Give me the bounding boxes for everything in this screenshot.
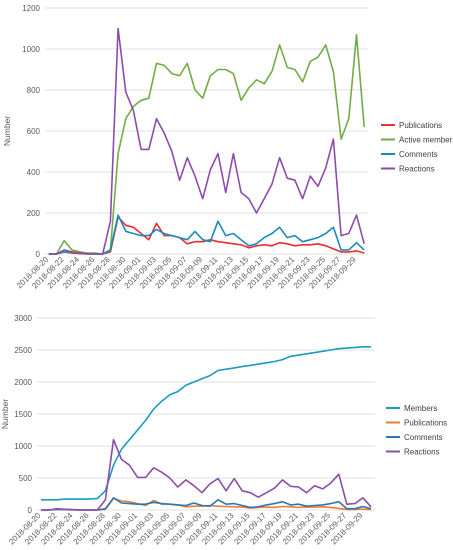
legend: Members Publications Comments Reactions [386, 404, 447, 457]
series-line-publications [48, 216, 365, 255]
y-axis-title: Number [0, 399, 10, 429]
legend-label: Members [404, 404, 437, 413]
y-axis-title: Number [2, 116, 12, 146]
legend-label: Comments [399, 150, 438, 159]
y-tick-label: 1200 [22, 4, 40, 13]
y-tick-label: 3000 [14, 314, 32, 323]
y-tick-label: 2000 [14, 378, 32, 387]
series-line-reactions [41, 438, 372, 511]
y-tick-label: 500 [19, 474, 33, 483]
series-line-comments [48, 214, 365, 255]
legend-label: Comments [404, 433, 443, 442]
series-line-reactions [48, 27, 365, 255]
y-tick-label: 400 [27, 168, 41, 177]
y-tick-label: 0 [28, 506, 33, 515]
chart-2: 050010001500200025003000Number2018-08-20… [0, 314, 447, 546]
y-tick-label: 1000 [14, 442, 32, 451]
legend-label: Active members [399, 136, 453, 145]
legend-label: Publications [404, 419, 447, 428]
y-tick-label: 1000 [22, 45, 40, 54]
series-line-active-members [48, 33, 365, 255]
series-line-members [41, 345, 371, 501]
y-tick-label: 800 [27, 86, 41, 95]
y-tick-label: 600 [27, 127, 41, 136]
chart-1: 020040060080010001200Number2018-08-20201… [2, 4, 453, 290]
y-tick-label: 2500 [14, 346, 32, 355]
y-tick-label: 200 [27, 209, 41, 218]
legend-label: Reactions [399, 165, 435, 174]
y-tick-label: 0 [36, 250, 41, 259]
legend-label: Publications [399, 121, 442, 130]
legend: Publications Active members Comments Reacti… [381, 121, 453, 174]
y-tick-label: 1500 [14, 410, 32, 419]
legend-label: Reactions [404, 448, 440, 457]
